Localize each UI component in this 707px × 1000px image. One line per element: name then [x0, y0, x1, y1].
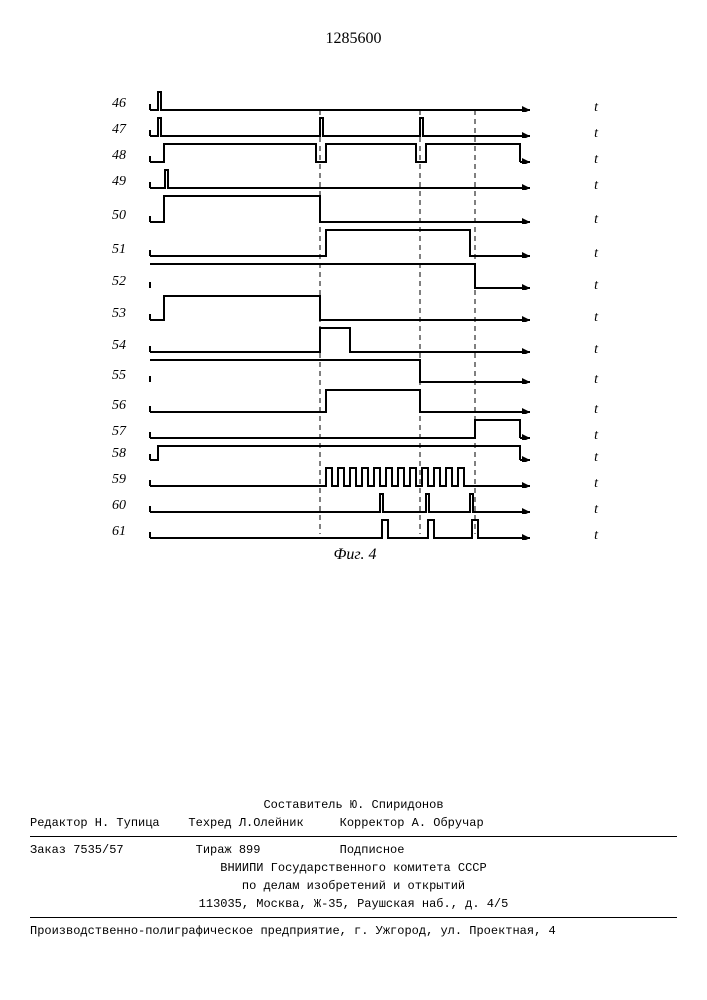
page-number: 1285600	[0, 30, 707, 48]
time-axis-label: t	[594, 310, 598, 326]
signal-label: 53	[102, 306, 126, 322]
time-axis-label: t	[594, 178, 598, 194]
signal-row-59: 59t	[130, 466, 580, 488]
signal-row-52: 52t	[130, 262, 580, 290]
signal-waveform	[130, 194, 550, 224]
signal-row-56: 56t	[130, 388, 580, 414]
time-axis-label: t	[594, 212, 598, 228]
signal-label: 58	[102, 446, 126, 462]
signal-row-57: 57t	[130, 418, 580, 440]
org-line-2: по делам изобретений и открытий	[30, 877, 677, 895]
signal-row-47: 47t	[130, 116, 580, 138]
signal-label: 60	[102, 498, 126, 514]
time-axis-label: t	[594, 502, 598, 518]
signal-waveform	[130, 466, 550, 488]
signal-waveform	[130, 116, 550, 138]
order-line: Заказ 7535/57 Тираж 899 Подписное	[30, 841, 677, 859]
signal-row-58: 58t	[130, 444, 580, 462]
signal-row-54: 54t	[130, 326, 580, 354]
signal-waveform	[130, 228, 550, 258]
signal-label: 51	[102, 242, 126, 258]
time-axis-label: t	[594, 100, 598, 116]
divider	[30, 836, 677, 837]
signal-row-49: 49t	[130, 168, 580, 190]
signal-label: 50	[102, 208, 126, 224]
signal-row-48: 48t	[130, 142, 580, 164]
time-axis-label: t	[594, 372, 598, 388]
figure-caption: Фиг. 4	[130, 546, 580, 564]
signal-waveform	[130, 418, 550, 440]
signal-waveform	[130, 168, 550, 190]
address-line: 113035, Москва, Ж-35, Раушская наб., д. …	[30, 895, 677, 913]
time-axis-label: t	[594, 450, 598, 466]
signal-label: 61	[102, 524, 126, 540]
signal-waveform	[130, 90, 550, 112]
signal-waveform	[130, 444, 550, 462]
signal-waveform	[130, 518, 550, 540]
timing-diagram: 46t 47t 48t 49t 50t 51t 52t 53t 54t 55t 56t 57t 58t 5…	[130, 90, 580, 564]
signal-label: 47	[102, 122, 126, 138]
signal-label: 59	[102, 472, 126, 488]
time-axis-label: t	[594, 476, 598, 492]
signal-row-50: 50t	[130, 194, 580, 224]
compiler-credit: Составитель Ю. Спиридонов	[30, 796, 677, 814]
signal-row-53: 53t	[130, 294, 580, 322]
signal-waveform	[130, 294, 550, 322]
signal-label: 49	[102, 174, 126, 190]
signal-row-60: 60t	[130, 492, 580, 514]
signal-label: 54	[102, 338, 126, 354]
signal-label: 46	[102, 96, 126, 112]
time-axis-label: t	[594, 428, 598, 444]
signal-label: 57	[102, 424, 126, 440]
signal-label: 55	[102, 368, 126, 384]
time-axis-label: t	[594, 278, 598, 294]
signal-label: 56	[102, 398, 126, 414]
divider	[30, 917, 677, 918]
signal-waveform	[130, 262, 550, 290]
time-axis-label: t	[594, 246, 598, 262]
signal-row-55: 55t	[130, 358, 580, 384]
signal-waveform	[130, 388, 550, 414]
signal-label: 48	[102, 148, 126, 164]
time-axis-label: t	[594, 528, 598, 544]
signal-row-61: 61t	[130, 518, 580, 540]
signal-waveform	[130, 358, 550, 384]
time-axis-label: t	[594, 402, 598, 418]
signal-row-51: 51t	[130, 228, 580, 258]
signal-waveform	[130, 326, 550, 354]
printer-line: Производственно-полиграфическое предприя…	[30, 922, 677, 940]
footer-block: Составитель Ю. Спиридонов Редактор Н. Ту…	[30, 796, 677, 940]
editor-credit: Редактор Н. Тупица Техред Л.Олейник Корр…	[30, 814, 677, 832]
signal-waveform	[130, 492, 550, 514]
time-axis-label: t	[594, 126, 598, 142]
signal-label: 52	[102, 274, 126, 290]
time-axis-label: t	[594, 152, 598, 168]
signal-row-46: 46t	[130, 90, 580, 112]
signal-waveform	[130, 142, 550, 164]
org-line-1: ВНИИПИ Государственного комитета СССР	[30, 859, 677, 877]
time-axis-label: t	[594, 342, 598, 358]
